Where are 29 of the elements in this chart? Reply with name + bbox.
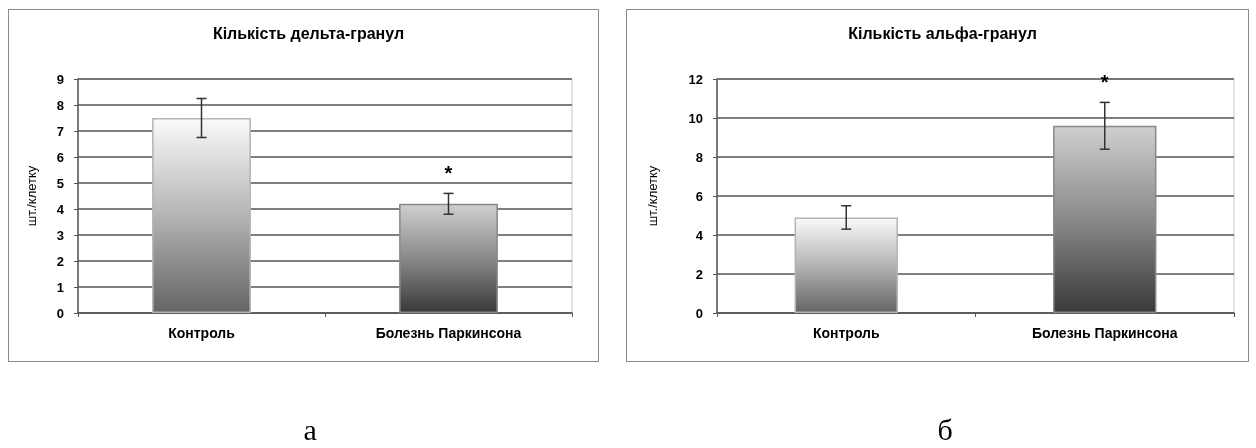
y-tick-label: 4 — [56, 201, 65, 217]
x-tick-label: Контроль — [812, 325, 880, 341]
x-tick-label: Болезнь Паркинсона — [1031, 325, 1178, 341]
y-tick-label: 2 — [56, 253, 64, 269]
annotation: * — [1100, 71, 1109, 94]
y-tick-label: 12 — [688, 71, 703, 87]
y-axis-title: шт./клетку — [24, 165, 39, 227]
chart-title: Кількість дельта-гранул — [212, 24, 405, 42]
y-tick-label: 0 — [56, 305, 64, 321]
y-tick-label: 7 — [56, 123, 64, 139]
y-tick-label: 8 — [56, 97, 64, 113]
y-tick-label: 1 — [56, 279, 64, 295]
y-tick-label: 10 — [688, 110, 703, 126]
text: б — [937, 412, 953, 446]
y-tick-label: 6 — [56, 149, 64, 165]
text: а — [303, 412, 317, 446]
y-tick-label: 2 — [695, 266, 703, 282]
y-tick-label: 4 — [695, 227, 704, 243]
y-tick-label: 0 — [695, 305, 703, 321]
x-tick-label: Контроль — [168, 325, 236, 341]
y-axis-title: шт./клетку — [645, 165, 660, 227]
annotation: * — [444, 162, 453, 185]
y-tick-label: 8 — [695, 149, 703, 165]
y-tick-label: 6 — [695, 188, 703, 204]
y-tick-label: 9 — [56, 71, 64, 87]
y-tick-label: 3 — [56, 227, 64, 243]
x-tick-label: Болезнь Паркинсона — [375, 325, 522, 341]
chart-title: Кількість альфа-гранул — [848, 24, 1037, 42]
y-tick-label: 5 — [56, 175, 64, 191]
